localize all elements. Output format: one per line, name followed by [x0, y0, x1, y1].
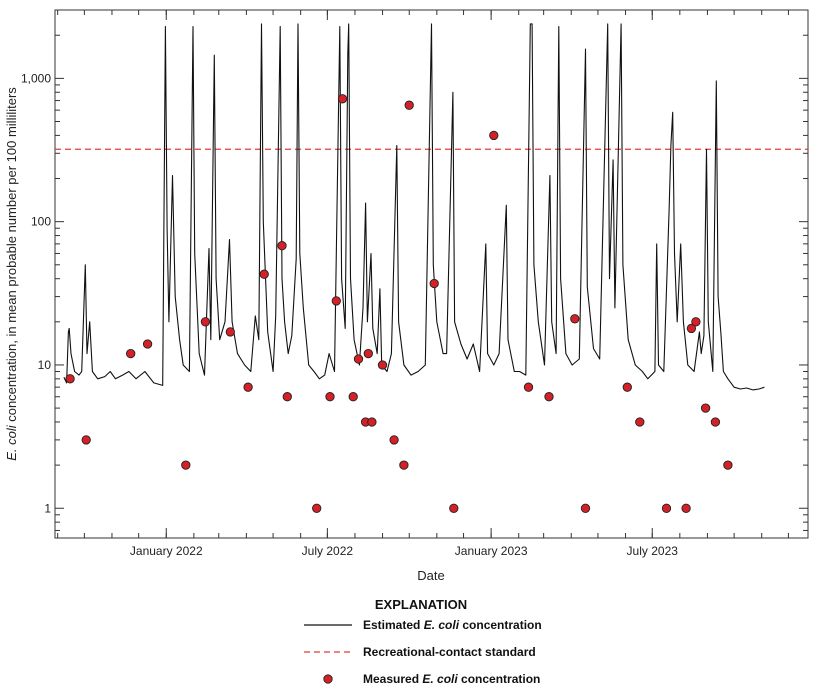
measured-point: [277, 241, 287, 251]
measured-point: [399, 460, 409, 470]
x-tick-label: July 2023: [627, 544, 679, 558]
measured-point: [331, 296, 341, 306]
measured-point: [449, 503, 459, 513]
y-axis-title-rest: concentration, in mean probable number p…: [4, 87, 19, 426]
y-tick-label: 1: [44, 501, 51, 515]
measured-point: [348, 392, 358, 402]
x-tick-label: July 2022: [302, 544, 354, 558]
x-axis-title: Date: [417, 568, 444, 583]
measured-point: [580, 503, 591, 513]
measured-point: [377, 360, 388, 370]
measured-point: [523, 382, 534, 392]
measured-point: [489, 130, 499, 141]
measured-point: [337, 94, 348, 104]
y-tick-label: 10: [38, 358, 52, 372]
measured-point: [325, 392, 335, 402]
measured-point: [225, 327, 235, 337]
measured-point: [635, 417, 645, 427]
legend-standard-label: Recreational-contact standard: [363, 645, 536, 659]
measured-point: [710, 417, 721, 427]
y-tick-label: 100: [31, 215, 51, 229]
measured-point: [723, 460, 733, 470]
legend-line-label: Estimated E. coli concentration: [363, 618, 542, 632]
measured-point: [126, 348, 136, 359]
measured-point: [661, 503, 672, 513]
measured-point: [686, 323, 697, 334]
measured-point: [282, 392, 292, 402]
x-tick-label: January 2023: [455, 544, 528, 558]
measured-point: [259, 269, 269, 279]
axis-ticks: 1 10 100 1,000 January 2022 July 2022 January …: [21, 10, 808, 558]
legend-point-swatch: [323, 674, 333, 684]
measured-point: [181, 460, 191, 470]
measured-point: [570, 314, 580, 324]
y-axis-title-organism: E. coli: [4, 424, 19, 461]
measured-point: [65, 374, 75, 384]
measured-point: [681, 503, 691, 513]
measured-ecoli-points: [65, 94, 733, 513]
measured-point: [142, 339, 153, 349]
measured-point: [622, 382, 632, 392]
measured-point: [389, 435, 399, 445]
measured-point: [544, 392, 554, 402]
measured-point: [243, 382, 253, 392]
measured-point: [700, 403, 711, 413]
measured-point: [367, 417, 377, 427]
measured-point: [429, 278, 439, 289]
measured-point: [312, 503, 322, 513]
plot-frame: [54, 9, 809, 539]
measured-point: [404, 100, 414, 110]
measured-point: [363, 348, 373, 359]
measured-point: [200, 317, 211, 327]
y-axis-title: E. coli concentration, in mean probable …: [4, 87, 19, 461]
y-tick-label: 1,000: [21, 71, 51, 85]
measured-point: [691, 317, 701, 327]
measured-point: [353, 354, 364, 364]
legend: EXPLANATION Estimated E. coli concentrat…: [304, 597, 542, 686]
legend-point-label: Measured E. coli concentration: [363, 672, 540, 686]
measured-point: [81, 435, 91, 445]
x-tick-label: January 2022: [130, 544, 203, 558]
estimated-ecoli-line: [63, 23, 765, 391]
legend-title: EXPLANATION: [375, 597, 467, 612]
